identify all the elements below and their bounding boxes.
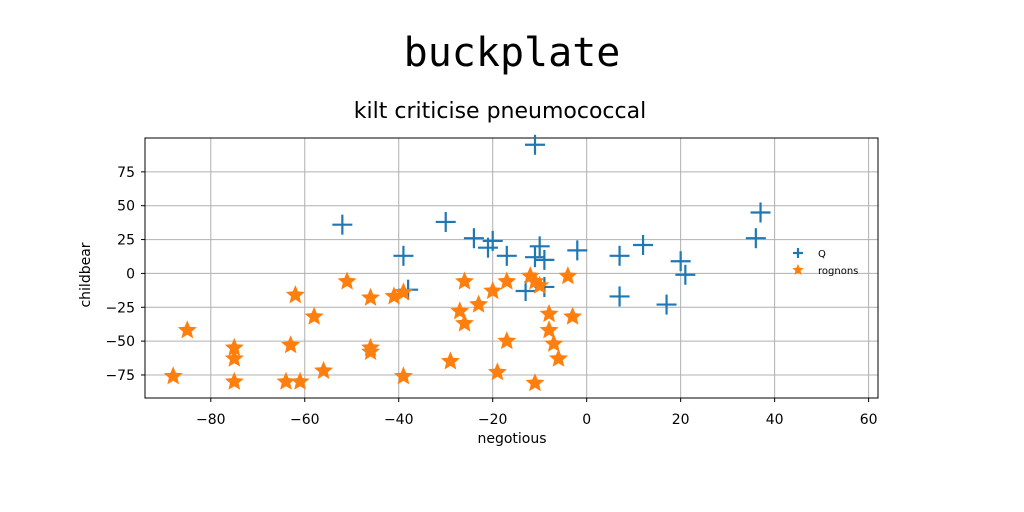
data-point [745, 228, 766, 249]
data-point [361, 342, 380, 360]
data-point [525, 373, 545, 392]
data-point [497, 271, 517, 290]
data-point [224, 371, 244, 390]
data-point [455, 313, 474, 332]
data-point [163, 366, 183, 385]
y-axis-ticks: −75 −50 −25 0 25 50 75 [105, 165, 145, 384]
data-point [177, 320, 197, 339]
data-point [750, 202, 771, 223]
legend-marker-q [793, 248, 803, 258]
plot-area-frame [144, 137, 879, 399]
x-tick-label: 40 [766, 412, 784, 428]
data-point [539, 320, 559, 339]
chart-title: kilt criticise pneumococcal [354, 99, 646, 124]
data-point [332, 214, 353, 235]
data-point [224, 348, 244, 367]
y-tick-label: 0 [126, 266, 135, 282]
data-point [478, 237, 499, 258]
data-point [469, 294, 489, 313]
data-point [393, 366, 413, 385]
data-point [544, 333, 564, 352]
x-tick-label: −20 [478, 412, 508, 428]
x-axis-label: negotious [477, 431, 546, 447]
legend-marker-rognons [792, 264, 804, 275]
legend-label-rognons: rognons [818, 266, 858, 277]
data-point [497, 331, 517, 350]
x-tick-label: −80 [196, 412, 226, 428]
data-point [530, 275, 550, 294]
data-point [549, 348, 568, 367]
data-point [524, 247, 545, 268]
data-point [487, 362, 507, 381]
data-point [450, 301, 470, 320]
series-q [332, 134, 771, 315]
grid-lines [145, 138, 878, 398]
data-point [675, 264, 696, 285]
data-point [435, 211, 456, 232]
data-point [276, 371, 296, 390]
data-point [656, 294, 677, 315]
data-point [496, 245, 517, 266]
y-tick-label: −25 [105, 300, 135, 316]
data-point [483, 281, 503, 300]
data-point [609, 286, 630, 307]
data-points [163, 134, 771, 392]
data-point [463, 228, 484, 249]
data-point [224, 337, 244, 356]
data-point [393, 282, 413, 301]
data-point [567, 240, 588, 261]
x-tick-label: 60 [860, 412, 878, 428]
data-point [539, 304, 559, 323]
x-tick-label: 0 [582, 412, 591, 428]
data-point [393, 245, 414, 266]
data-point [670, 251, 691, 272]
x-tick-label: −60 [290, 412, 320, 428]
y-tick-label: 50 [117, 199, 135, 215]
y-axis-label: childbear [78, 242, 94, 307]
data-point [563, 306, 583, 325]
data-point [304, 306, 324, 325]
data-point [609, 245, 630, 266]
data-point [524, 134, 545, 155]
data-point [633, 234, 654, 255]
series-rognons [163, 266, 583, 392]
data-point [455, 271, 474, 290]
x-tick-label: 20 [672, 412, 690, 428]
data-point [384, 286, 404, 305]
data-point [314, 360, 334, 379]
data-point [361, 287, 380, 306]
x-tick-label: −40 [384, 412, 414, 428]
data-point [515, 281, 536, 302]
y-tick-label: −50 [105, 334, 135, 350]
data-point [290, 371, 310, 390]
y-tick-label: 75 [117, 165, 135, 181]
y-tick-label: 25 [117, 233, 135, 249]
data-point [440, 351, 460, 370]
x-axis-ticks: −80 −60 −40 −20 0 20 40 60 [196, 398, 878, 428]
data-point [281, 335, 301, 354]
y-tick-label: −75 [105, 368, 135, 384]
data-point [529, 236, 550, 257]
legend-label-q: Q [818, 249, 826, 260]
data-point [285, 285, 305, 304]
data-point [534, 249, 555, 270]
page-title: buckplate [403, 30, 621, 76]
data-point [337, 271, 357, 290]
data-point [558, 266, 578, 285]
